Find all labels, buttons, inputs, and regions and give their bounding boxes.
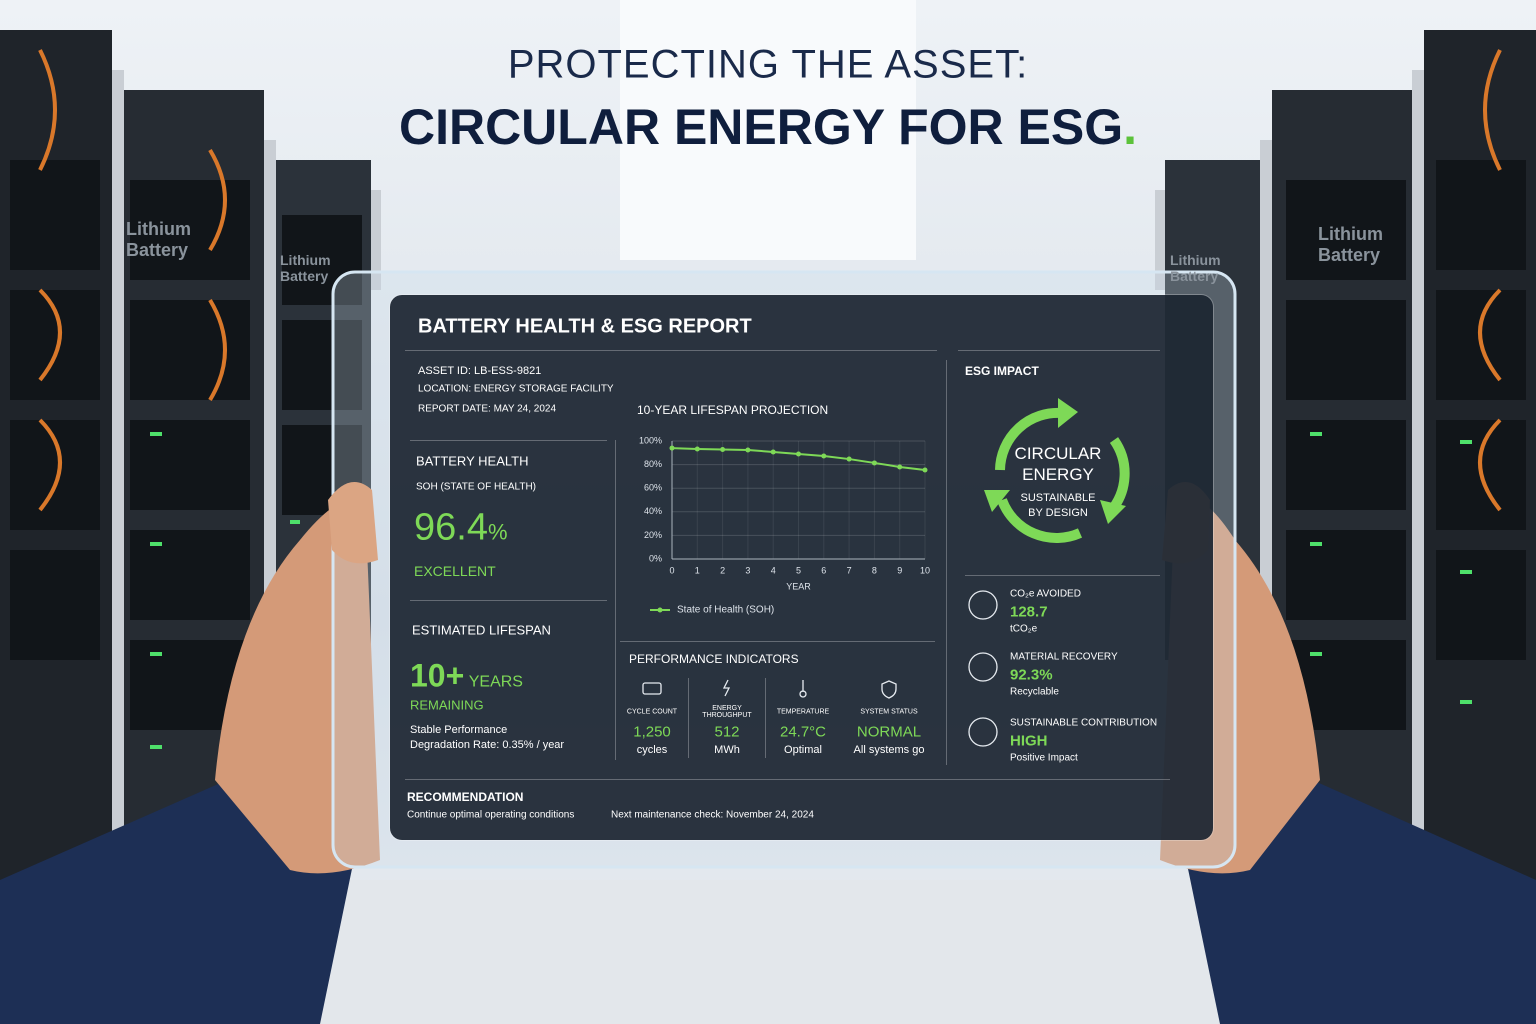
title-text: CIRCULAR ENERGY FOR ESG [398, 99, 1124, 155]
divider [765, 678, 766, 758]
divider [615, 440, 616, 760]
divider [958, 350, 1160, 351]
indicator-label: TEMPERATURE [776, 708, 830, 716]
recommendation-heading: RECOMMENDATION [407, 790, 524, 804]
indicator-value: 24.7°C [779, 723, 827, 741]
chart-title: 10-YEAR LIFESPAN PROJECTION [637, 403, 829, 417]
recommendation-text: Continue optimal operating conditions [407, 809, 575, 821]
indicator-label: CYCLE COUNT [626, 708, 678, 716]
esg-heading: ESG IMPACT [965, 364, 1039, 378]
report-date: REPORT DATE: MAY 24, 2024 [418, 403, 557, 415]
indicator-value: NORMAL [856, 723, 922, 741]
lifespan-heading: ESTIMATED LIFESPAN [412, 622, 551, 638]
esg-label: MATERIAL RECOVERY [1010, 651, 1118, 663]
indicator-unit: Optimal [784, 744, 822, 756]
lifespan-value: 10+ YEARS [410, 658, 523, 695]
circle-sub2: BY DESIGN [1028, 507, 1088, 519]
soh-label: SOH (STATE OF HEALTH) [416, 481, 537, 493]
esg-label: CO₂e AVOIDED [1010, 588, 1081, 600]
soh-rating: EXCELLENT [414, 563, 496, 579]
rack-label: Lithium Battery [1318, 224, 1383, 265]
lifespan-number: 10+ [410, 657, 465, 694]
esg-label: SUSTAINABLE CONTRIBUTION [1010, 717, 1158, 729]
lifespan-note: Stable Performance [410, 724, 508, 736]
circle-line2: ENERGY [1022, 465, 1094, 484]
indicator-label: ENERGY THROUGHPUT [702, 705, 752, 719]
asset-id: ASSET ID: LB-ESS-9821 [418, 365, 542, 377]
lifespan-unit: YEARS [468, 673, 523, 691]
report-screen [390, 295, 1213, 840]
ceiling-light [620, 0, 916, 260]
rack-label: Lithium Battery [126, 219, 191, 260]
esg-unit: Positive Impact [1010, 752, 1078, 764]
esg-value: HIGH [1010, 732, 1048, 750]
indicator-unit: All systems go [853, 744, 925, 756]
divider [410, 440, 607, 441]
esg-value: 92.3% [1010, 666, 1053, 684]
divider [946, 360, 947, 765]
divider [405, 779, 1170, 780]
report-title: BATTERY HEALTH & ESG REPORT [418, 315, 752, 338]
title-line2: CIRCULAR ENERGY FOR ESG. [399, 98, 1137, 156]
divider [688, 678, 689, 758]
indicator-value: 1,250 [633, 723, 671, 741]
location: LOCATION: ENERGY STORAGE FACILITY [418, 383, 614, 395]
degradation: Degradation Rate: 0.35% / year [410, 739, 565, 751]
soh-value: 96.4% [414, 507, 508, 550]
left-hand [215, 498, 380, 874]
soh-number: 96.4 [414, 506, 488, 549]
divider [620, 641, 935, 642]
indicator-unit: MWh [714, 744, 740, 756]
circle-line1: CIRCULAR [1014, 444, 1102, 463]
divider [405, 350, 937, 351]
indicator-unit: cycles [636, 744, 668, 756]
circle-sub1: SUSTAINABLE [1020, 492, 1096, 504]
esg-value: 128.7 [1010, 603, 1048, 621]
esg-unit: Recyclable [1010, 686, 1059, 698]
indicator-label: SYSTEM STATUS [860, 708, 918, 716]
next-check: Next maintenance check: November 24, 202… [611, 809, 814, 821]
divider [410, 600, 607, 601]
health-heading: BATTERY HEALTH [416, 453, 529, 469]
divider [965, 575, 1160, 576]
rack-label: Lithium Battery [280, 252, 331, 284]
lifespan-status: REMAINING [410, 697, 484, 713]
esg-unit: tCO₂e [1010, 623, 1038, 635]
left-thumb [328, 482, 378, 564]
title-dot: . [1123, 99, 1138, 155]
title-line1: PROTECTING THE ASSET: [507, 42, 1029, 87]
indicator-value: 512 [714, 723, 740, 741]
performance-heading: PERFORMANCE INDICATORS [629, 652, 799, 666]
rack-label: Lithium Battery [1170, 252, 1221, 284]
soh-unit: % [487, 519, 508, 545]
